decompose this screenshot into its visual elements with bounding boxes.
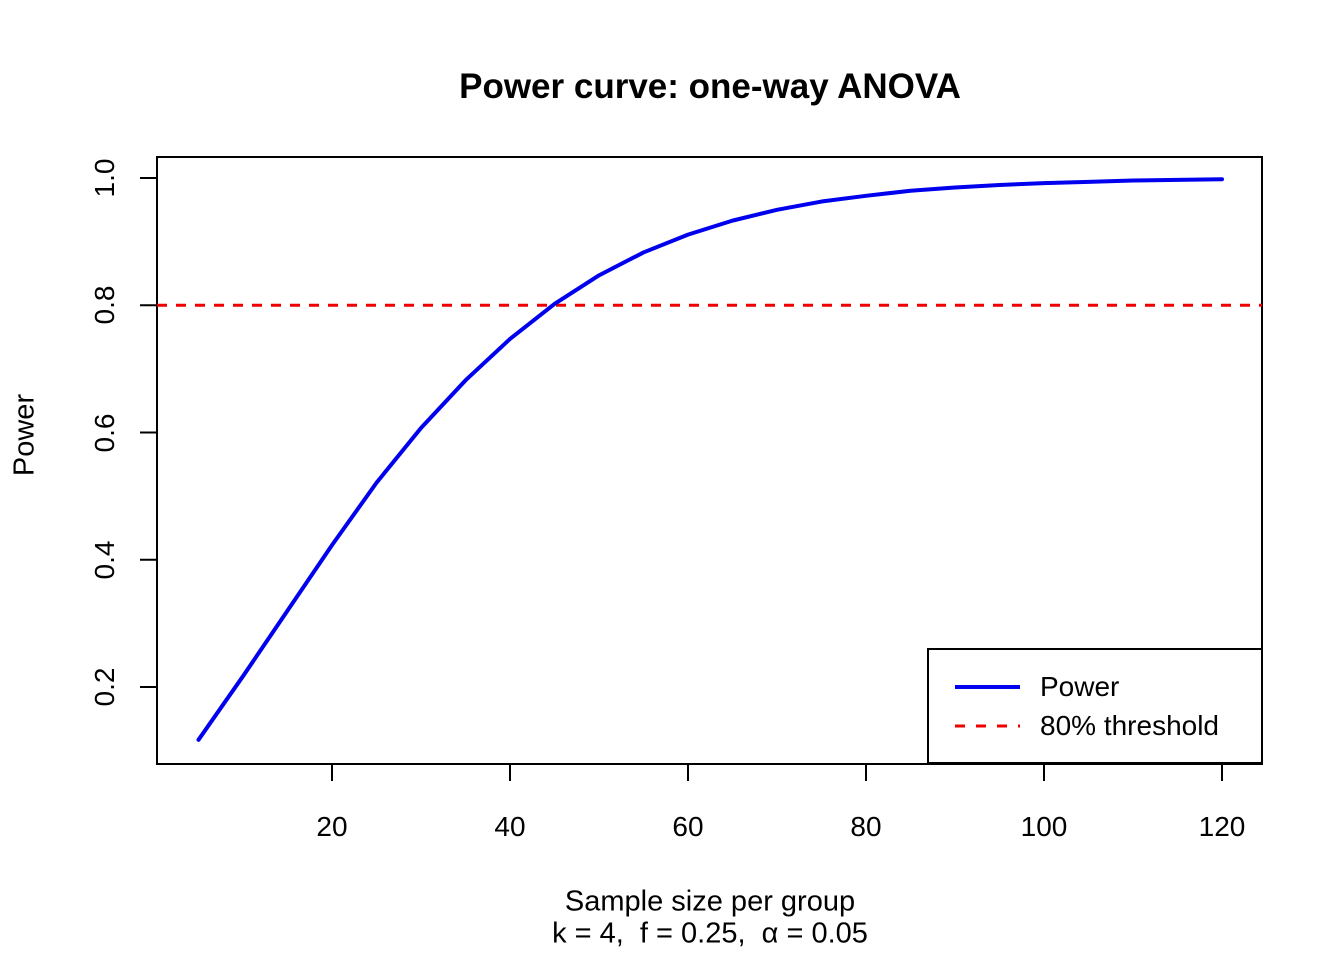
x-tick-label: 120 (1198, 811, 1246, 842)
power-curve-line (196, 177, 1224, 742)
y-tick-label: 0.4 (89, 540, 120, 580)
x-tick-label: 80 (850, 811, 882, 842)
x-tick-label: 20 (316, 811, 348, 842)
x-tick-label: 100 (1020, 811, 1068, 842)
chart-title: Power curve: one-way ANOVA (459, 67, 961, 106)
y-tick-label: 1.0 (89, 158, 120, 198)
legend-label-threshold: 80% threshold (1040, 710, 1220, 741)
x-tick-label: 60 (672, 811, 704, 842)
y-axis-label: Power (8, 393, 41, 477)
x-axis-sublabel: k = 4, f = 0.25, α = 0.05 (552, 917, 868, 950)
x-tick-label: 40 (494, 811, 526, 842)
y-tick-label: 0.8 (89, 285, 120, 325)
legend-label-power: Power (1040, 671, 1120, 702)
plot-border (156, 156, 1263, 765)
y-tick-label: 0.2 (89, 667, 120, 707)
legend-box (927, 648, 1263, 764)
y-tick-label: 0.6 (89, 413, 120, 452)
x-axis-label: Sample size per group (564, 885, 856, 918)
